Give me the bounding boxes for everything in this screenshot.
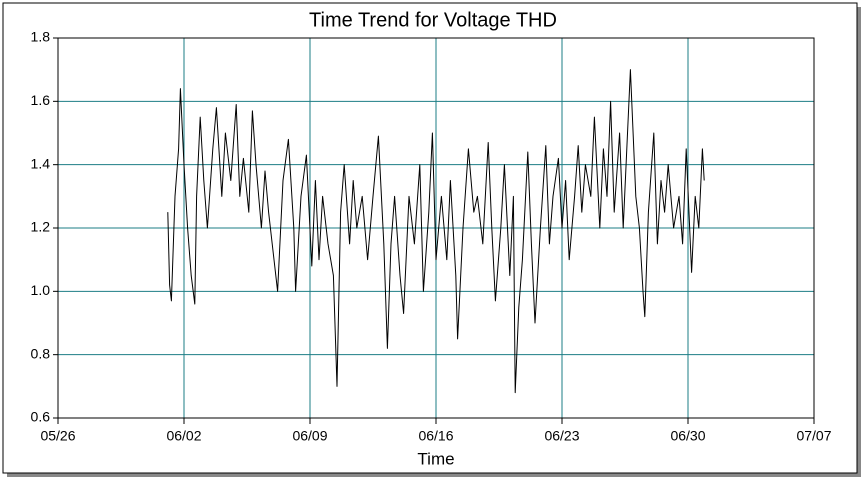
y-tick-label: 1.0 [31, 282, 51, 298]
y-tick-label: 1.4 [31, 155, 51, 171]
y-tick-label: 0.8 [31, 345, 51, 361]
x-tick-label: 06/16 [418, 428, 453, 444]
y-tick-label: 1.8 [31, 29, 51, 45]
x-tick-label: 06/09 [292, 428, 327, 444]
data-line [167, 69, 705, 394]
y-tick-label: 1.2 [31, 219, 51, 235]
x-tick-label: 06/30 [670, 428, 705, 444]
y-tick-label: 0.6 [31, 409, 51, 425]
x-axis-title: Time [417, 449, 454, 468]
chart-title: Time Trend for Voltage THD [309, 9, 557, 31]
x-tick-label: 07/07 [796, 428, 831, 444]
x-tick-label: 06/02 [166, 428, 201, 444]
frame [2, 2, 858, 474]
x-tick-label: 05/26 [40, 428, 75, 444]
y-tick-label: 1.6 [31, 92, 51, 108]
x-tick-label: 06/23 [544, 428, 579, 444]
plot-area-border [57, 37, 815, 419]
